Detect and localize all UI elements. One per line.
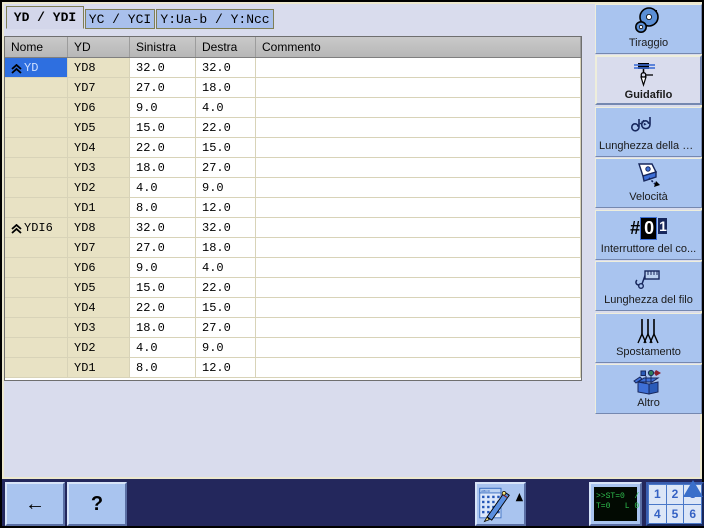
svg-text:ABCD: ABCD — [481, 489, 490, 493]
